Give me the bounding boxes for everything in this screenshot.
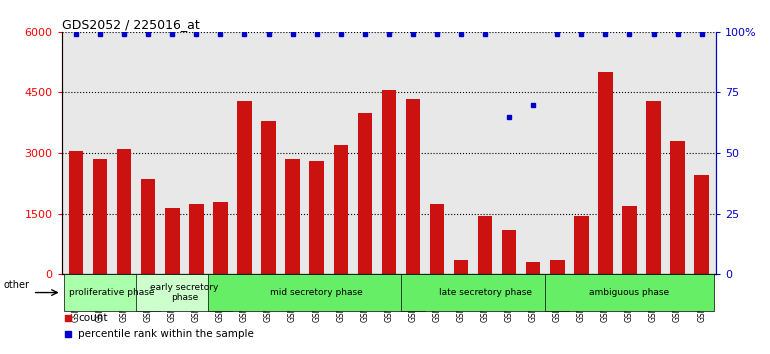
Bar bbox=[695, 175, 709, 274]
Bar bbox=[189, 204, 203, 274]
Bar bbox=[213, 202, 228, 274]
Bar bbox=[406, 98, 420, 274]
Bar bbox=[671, 141, 685, 274]
Bar bbox=[93, 159, 107, 274]
Text: percentile rank within the sample: percentile rank within the sample bbox=[78, 329, 254, 339]
Text: late secretory phase: late secretory phase bbox=[439, 288, 531, 297]
Bar bbox=[310, 161, 324, 274]
Bar bbox=[454, 260, 468, 274]
Bar bbox=[622, 206, 637, 274]
Bar bbox=[574, 216, 588, 274]
Text: mid secretory phase: mid secretory phase bbox=[270, 288, 363, 297]
Bar bbox=[64, 274, 160, 311]
Text: other: other bbox=[4, 280, 30, 290]
Bar bbox=[550, 260, 564, 274]
Text: proliferative phase: proliferative phase bbox=[69, 288, 155, 297]
Bar bbox=[526, 262, 541, 274]
Bar bbox=[117, 149, 132, 274]
Bar bbox=[261, 121, 276, 274]
Bar bbox=[545, 274, 714, 311]
Bar bbox=[165, 208, 179, 274]
Text: GDS2052 / 225016_at: GDS2052 / 225016_at bbox=[62, 18, 199, 31]
Bar bbox=[598, 72, 613, 274]
Bar bbox=[286, 159, 300, 274]
Bar bbox=[333, 145, 348, 274]
Bar bbox=[357, 113, 372, 274]
Bar bbox=[646, 101, 661, 274]
Bar bbox=[382, 91, 396, 274]
Bar bbox=[237, 101, 252, 274]
Bar bbox=[209, 274, 425, 311]
Bar bbox=[502, 230, 517, 274]
Bar bbox=[69, 151, 83, 274]
Text: early secretory
phase: early secretory phase bbox=[150, 283, 219, 302]
Bar bbox=[141, 179, 156, 274]
Bar bbox=[430, 204, 444, 274]
Text: ambiguous phase: ambiguous phase bbox=[589, 288, 670, 297]
Bar bbox=[478, 216, 492, 274]
Bar bbox=[401, 274, 569, 311]
Text: count: count bbox=[78, 313, 108, 323]
Bar bbox=[136, 274, 233, 311]
